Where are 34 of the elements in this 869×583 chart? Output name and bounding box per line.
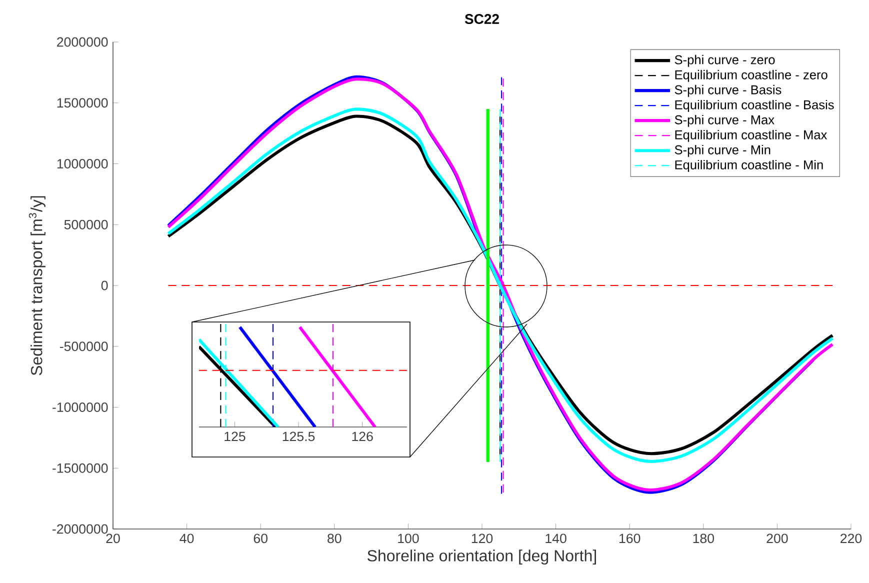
legend-label: S-phi curve - Basis [674, 84, 782, 97]
x-tick-label: 60 [254, 534, 268, 544]
x-tick-label: 220 [840, 534, 862, 544]
x-tick-label: 120 [472, 534, 493, 544]
x-tick-label: 40 [180, 534, 194, 544]
x-tick-label: 100 [398, 534, 419, 544]
y-axis-title: Sediment transport [m$^{3}$/y] [28, 196, 46, 376]
x-tick-label: 180 [693, 534, 714, 544]
x-tick-label: 125 [224, 432, 246, 442]
legend-label: S-phi curve - Max [674, 114, 774, 127]
legend-label: Equilibrium coastline - Max [675, 130, 828, 142]
x-tick-label: 80 [328, 534, 342, 544]
x-tick-label: 126 [352, 432, 373, 442]
legend-label: Equilibrium coastline - Basis [675, 100, 834, 112]
legend-label: S-phi curve - zero [674, 54, 775, 67]
x-axis-title: Shoreline orientation [deg North] [368, 550, 596, 565]
y-tick-label: 0 [101, 280, 108, 290]
legend-label: S-phi curve - Min [674, 144, 770, 157]
y-tick-label: 1500000 [57, 98, 108, 108]
y-tick-label: 1000000 [57, 159, 108, 168]
x-tick-label: 200 [766, 534, 788, 544]
x-tick-label: 20 [106, 534, 120, 544]
x-tick-label: 125.5 [282, 432, 315, 442]
y-tick-label: 500000 [64, 220, 108, 230]
y-tick-label: -1000000 [52, 402, 108, 412]
x-tick-label: 140 [546, 534, 566, 544]
y-tick-label: -2000000 [52, 524, 108, 534]
legend-label: Equilibrium coastline - zero [675, 70, 828, 82]
y-tick-label: 2000000 [57, 37, 108, 47]
y-tick-label: -500000 [60, 342, 108, 352]
legend-label: Equilibrium coastline - Min [675, 160, 823, 172]
x-tick-label: 160 [620, 534, 640, 544]
y-tick-label: -1500000 [52, 463, 108, 473]
chart-title: SC22 [464, 14, 499, 24]
